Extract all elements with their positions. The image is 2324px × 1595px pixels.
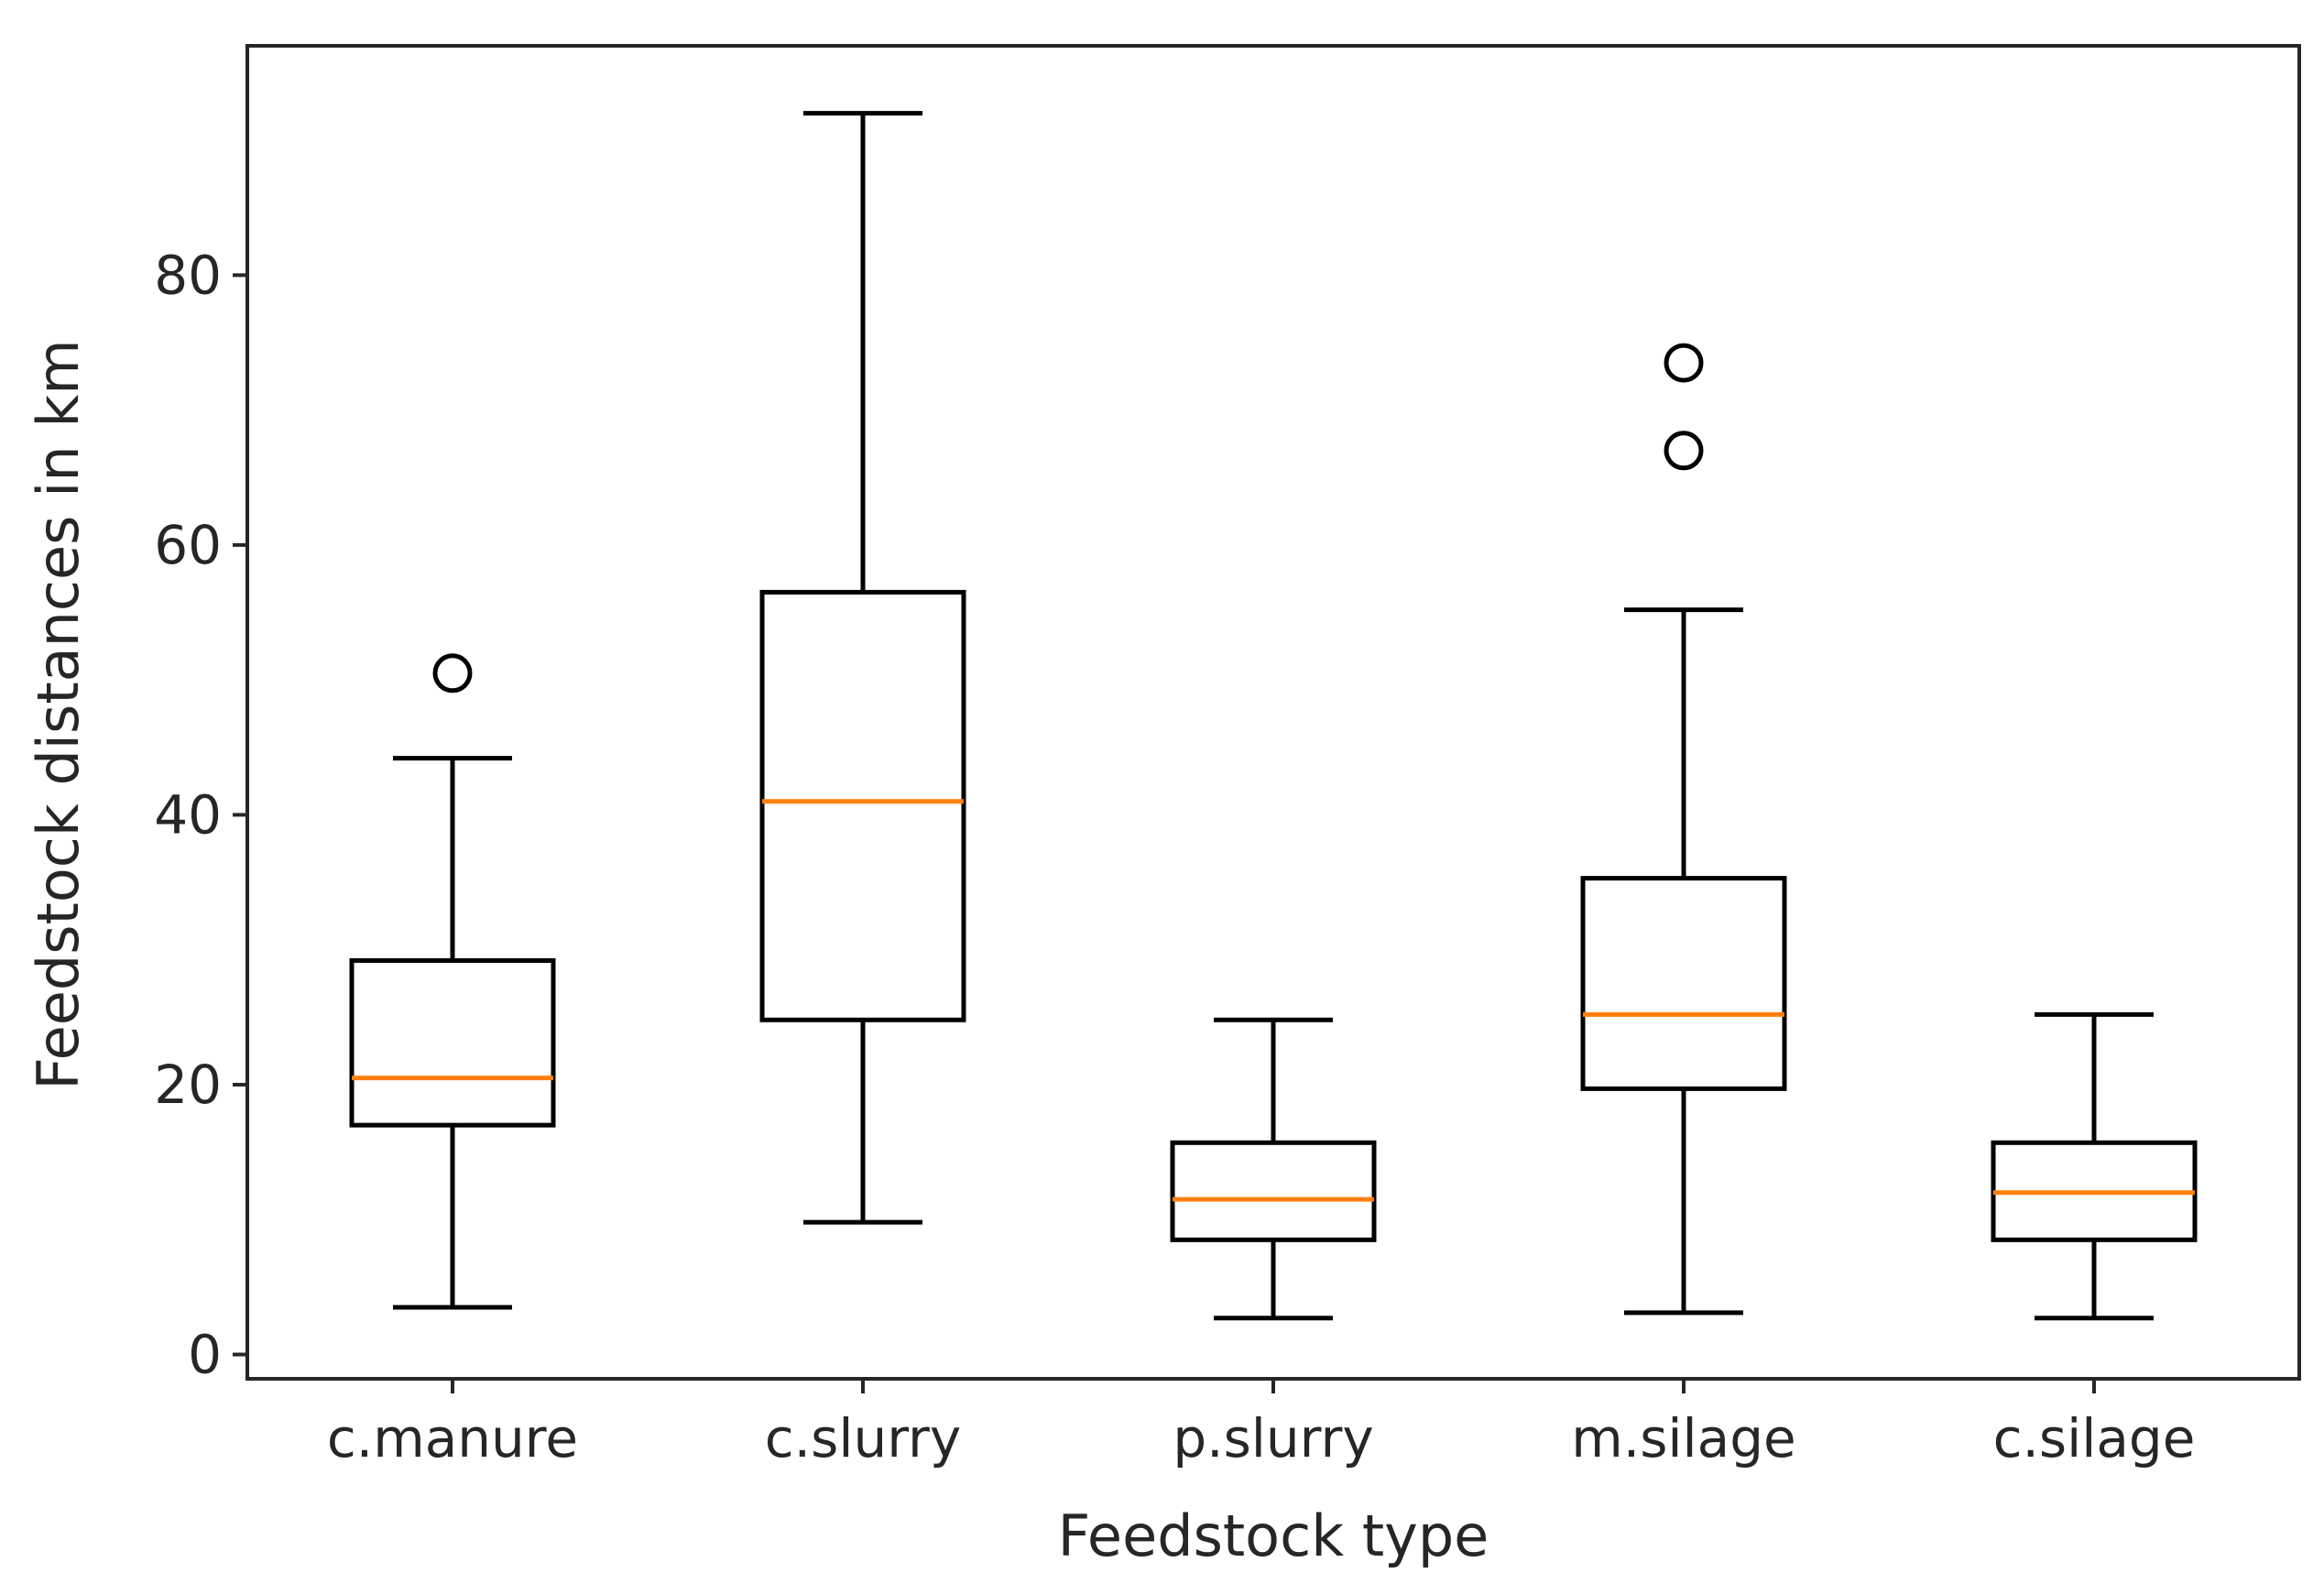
x-tick-label: p.slurry — [1173, 1407, 1373, 1469]
box-m.silage — [1580, 876, 1787, 1091]
x-tick-label: c.slurry — [765, 1407, 961, 1469]
y-tick-label: 20 — [154, 1054, 222, 1116]
x-tick-label: c.silage — [1993, 1407, 2196, 1469]
y-axis-label: Feedstock distances in km — [25, 339, 92, 1089]
y-tick-label: 80 — [154, 244, 222, 306]
outlier-point — [432, 653, 473, 694]
box-c.slurry — [759, 589, 966, 1022]
y-tick-label: 0 — [188, 1323, 222, 1385]
x-tick-label: m.silage — [1571, 1407, 1795, 1469]
x-tick-label: c.manure — [327, 1407, 578, 1469]
box-p.slurry — [1170, 1140, 1377, 1242]
x-axis-label: Feedstock type — [1058, 1502, 1489, 1569]
box-c.manure — [349, 957, 556, 1128]
outlier-point — [1664, 343, 1704, 383]
outlier-point — [1664, 431, 1704, 471]
y-tick-label: 60 — [154, 514, 222, 576]
y-tick-label: 40 — [154, 783, 222, 846]
chart-marks: 0 20 40 60 80 c.manure c.slurry p.slurry m.silag… — [154, 111, 2198, 1469]
